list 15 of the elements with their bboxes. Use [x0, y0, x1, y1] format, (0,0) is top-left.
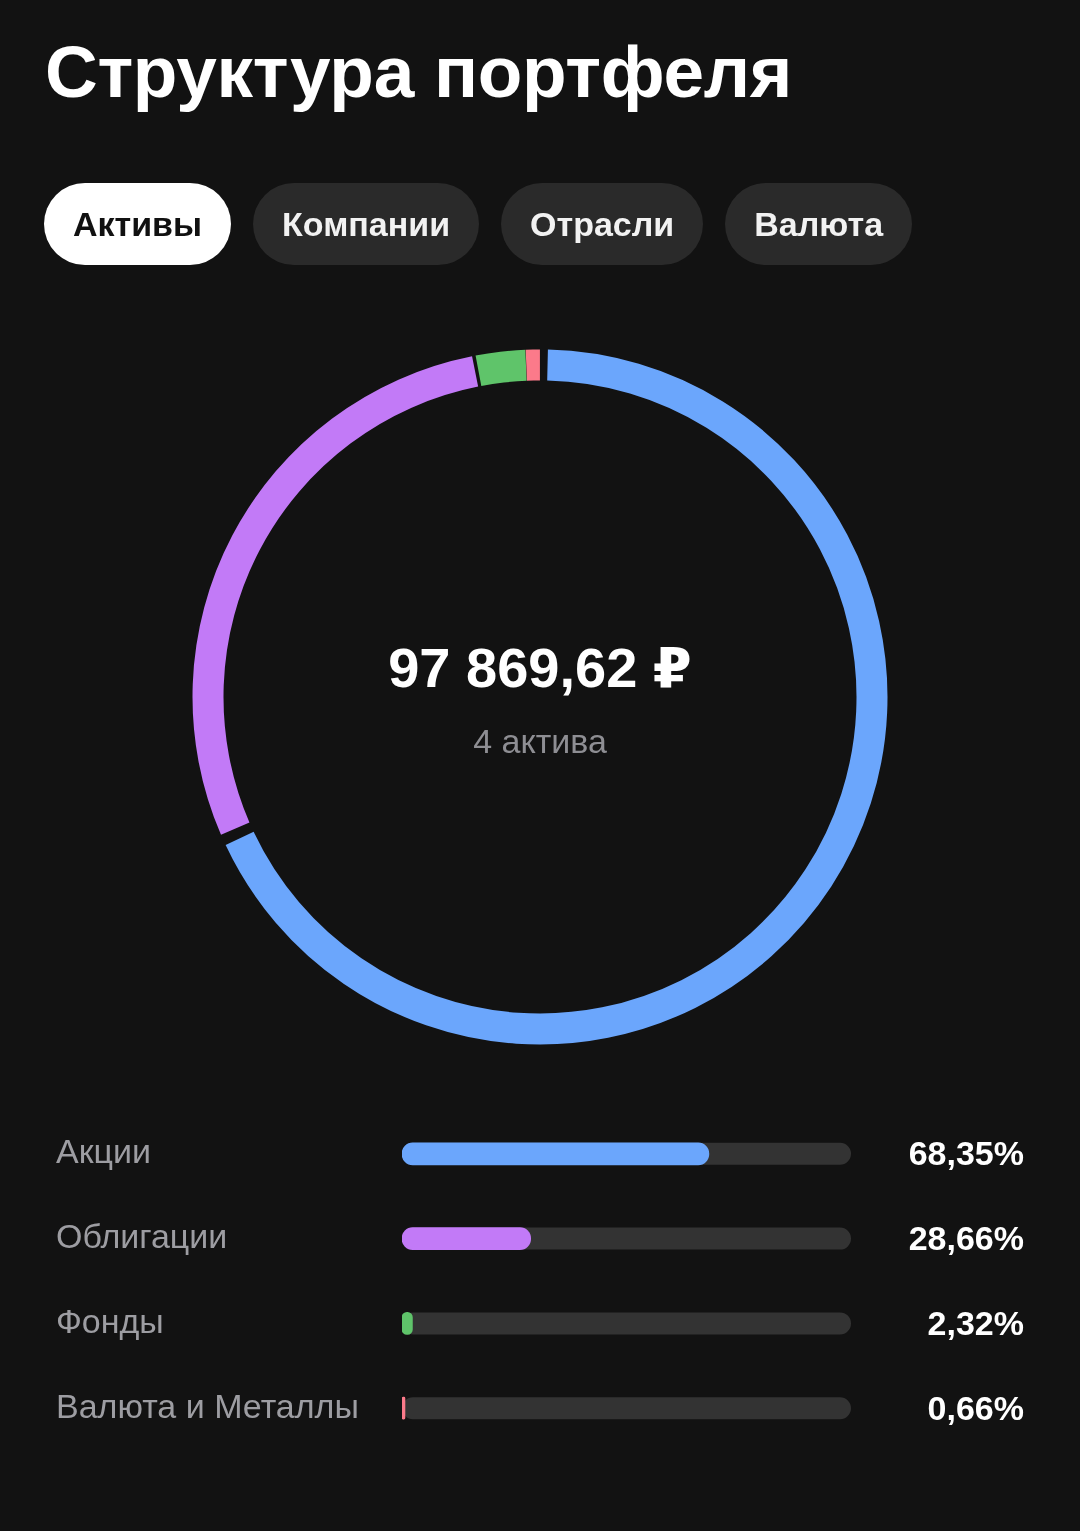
tab-button: Отрасли: [501, 183, 704, 265]
data-label: 68,35%: [908, 1134, 1024, 1173]
y-tick-label: Акции: [56, 1132, 152, 1171]
y-tick-label: Фонды: [56, 1301, 164, 1340]
text: 97 869,62 ₽: [388, 636, 692, 699]
data-label: 28,66%: [908, 1218, 1024, 1257]
tab-button: Активы: [44, 183, 232, 265]
tab-button: Валюта: [725, 183, 913, 265]
text: Структура портфеля: [45, 30, 793, 114]
y-tick-label: Облигации: [56, 1216, 228, 1255]
tab-button: Компании: [253, 183, 480, 265]
text: 4 актива: [473, 722, 607, 760]
data-label: 2,32%: [927, 1303, 1024, 1342]
y-tick-label: Валюта и Металлы: [56, 1386, 359, 1425]
data-label: 0,66%: [927, 1388, 1024, 1427]
